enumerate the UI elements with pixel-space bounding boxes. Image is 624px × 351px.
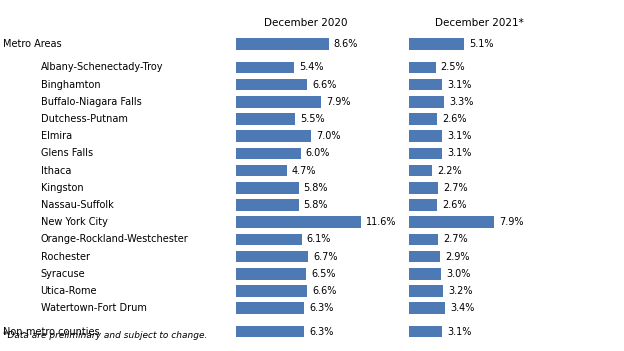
Text: 5.8%: 5.8% xyxy=(303,183,328,193)
Text: Dutchess-Putnam: Dutchess-Putnam xyxy=(41,114,127,124)
Text: 2.5%: 2.5% xyxy=(441,62,466,72)
Text: 3.1%: 3.1% xyxy=(447,131,472,141)
Text: 2.9%: 2.9% xyxy=(445,252,469,261)
Text: 2.6%: 2.6% xyxy=(442,114,466,124)
Text: Binghamton: Binghamton xyxy=(41,80,100,90)
Text: 3.0%: 3.0% xyxy=(446,269,470,279)
Text: 3.1%: 3.1% xyxy=(447,327,472,337)
Text: Utica-Rome: Utica-Rome xyxy=(41,286,97,296)
Text: 2.2%: 2.2% xyxy=(437,166,462,176)
Text: 6.6%: 6.6% xyxy=(312,80,336,90)
Text: 2.7%: 2.7% xyxy=(443,183,467,193)
Text: 6.3%: 6.3% xyxy=(309,327,333,337)
Text: 5.4%: 5.4% xyxy=(299,62,324,72)
Text: Kingston: Kingston xyxy=(41,183,83,193)
Text: New York City: New York City xyxy=(41,217,107,227)
Text: 6.5%: 6.5% xyxy=(311,269,336,279)
Text: Metro Areas: Metro Areas xyxy=(3,39,62,49)
Text: 5.1%: 5.1% xyxy=(469,39,494,49)
Text: Watertown-Fort Drum: Watertown-Fort Drum xyxy=(41,303,147,313)
Text: 6.0%: 6.0% xyxy=(306,148,330,158)
Text: Albany-Schenectady-Troy: Albany-Schenectady-Troy xyxy=(41,62,163,72)
Text: 5.8%: 5.8% xyxy=(303,200,328,210)
Text: Buffalo-Niagara Falls: Buffalo-Niagara Falls xyxy=(41,97,141,107)
Text: 7.0%: 7.0% xyxy=(316,131,341,141)
Text: 3.4%: 3.4% xyxy=(451,303,475,313)
Text: Glens Falls: Glens Falls xyxy=(41,148,93,158)
Text: 3.3%: 3.3% xyxy=(449,97,474,107)
Text: 2.6%: 2.6% xyxy=(442,200,466,210)
Text: 7.9%: 7.9% xyxy=(499,217,524,227)
Text: 6.6%: 6.6% xyxy=(312,286,336,296)
Text: 5.5%: 5.5% xyxy=(300,114,325,124)
Text: Ithaca: Ithaca xyxy=(41,166,71,176)
Text: December 2020: December 2020 xyxy=(265,18,348,28)
Text: Rochester: Rochester xyxy=(41,252,90,261)
Text: *Data are preliminary and subject to change.: *Data are preliminary and subject to cha… xyxy=(3,331,208,340)
Text: 11.6%: 11.6% xyxy=(366,217,397,227)
Text: 7.9%: 7.9% xyxy=(326,97,351,107)
Text: Nassau-Suffolk: Nassau-Suffolk xyxy=(41,200,114,210)
Text: Orange-Rockland-Westchester: Orange-Rockland-Westchester xyxy=(41,234,188,244)
Text: 6.1%: 6.1% xyxy=(307,234,331,244)
Text: 6.7%: 6.7% xyxy=(313,252,338,261)
Text: December 2021*: December 2021* xyxy=(434,18,524,28)
Text: 2.7%: 2.7% xyxy=(443,234,467,244)
Text: 4.7%: 4.7% xyxy=(291,166,316,176)
Text: Non-metro counties: Non-metro counties xyxy=(3,327,100,337)
Text: 8.6%: 8.6% xyxy=(334,39,358,49)
Text: Elmira: Elmira xyxy=(41,131,72,141)
Text: 3.2%: 3.2% xyxy=(448,286,473,296)
Text: 6.3%: 6.3% xyxy=(309,303,333,313)
Text: 3.1%: 3.1% xyxy=(447,80,472,90)
Text: Syracuse: Syracuse xyxy=(41,269,85,279)
Text: 3.1%: 3.1% xyxy=(447,148,472,158)
